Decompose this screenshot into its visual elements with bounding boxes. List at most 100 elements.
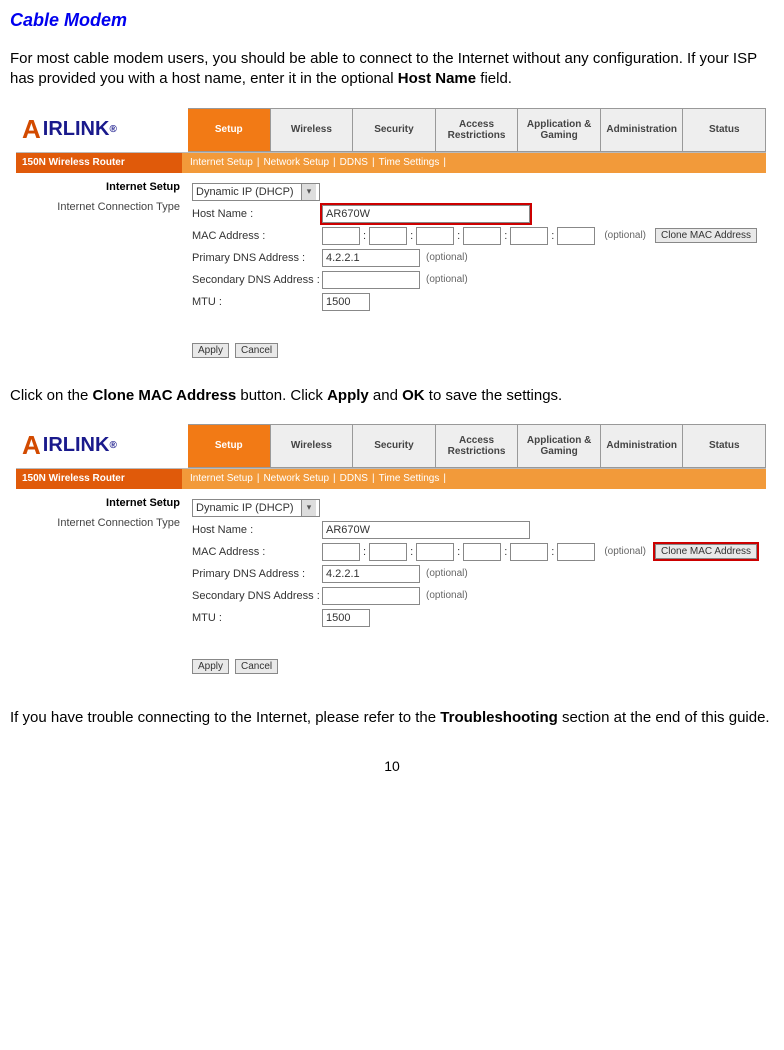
mid-3: and xyxy=(373,387,402,404)
row-mtu: MTU : 1500 xyxy=(192,291,762,313)
logo-reg-2: ® xyxy=(109,440,116,451)
clone-mac-button[interactable]: Clone MAC Address xyxy=(655,228,757,243)
mac2-3[interactable] xyxy=(416,543,454,561)
mac2-5[interactable] xyxy=(510,543,548,561)
tab-admin-2[interactable]: Administration xyxy=(600,425,683,467)
subnav-internet-2[interactable]: Internet Setup xyxy=(190,473,253,484)
logo: A IRLINK ® xyxy=(16,108,188,152)
tab-setup[interactable]: Setup xyxy=(188,109,270,151)
tab-access-2[interactable]: Access Restrictions xyxy=(435,425,518,467)
sdns-input-2[interactable] xyxy=(322,587,420,605)
subbar-title: 150N Wireless Router xyxy=(16,153,182,173)
mac-inputs-2: : : : : : (optional) Clone MAC Address xyxy=(322,543,757,561)
conn-type-select[interactable]: Dynamic IP (DHCP) ▾ xyxy=(192,183,320,201)
pdns-input[interactable]: 4.2.2.1 xyxy=(322,249,420,267)
mac-1[interactable] xyxy=(322,227,360,245)
mtu-input[interactable]: 1500 xyxy=(322,293,370,311)
form-area: Internet Setup Internet Connection Type … xyxy=(16,173,766,364)
tab-security-2[interactable]: Security xyxy=(352,425,435,467)
subnav-ddns[interactable]: DDNS xyxy=(340,157,368,168)
mid-bold-apply: Apply xyxy=(327,387,369,404)
tab-app-2[interactable]: Application & Gaming xyxy=(517,425,600,467)
page-number: 10 xyxy=(10,758,774,774)
mac-6[interactable] xyxy=(557,227,595,245)
form-buttons-2: Apply Cancel xyxy=(192,659,762,674)
mtu-input-2[interactable]: 1500 xyxy=(322,609,370,627)
row-sdns: Secondary DNS Address : (optional) xyxy=(192,269,762,291)
sub-nav-2: 150N Wireless Router Internet Setup| Net… xyxy=(16,469,766,489)
row-mac-2: MAC Address : : : : : : (optional) Clone… xyxy=(192,541,762,563)
mac2-6[interactable] xyxy=(557,543,595,561)
mac-2[interactable] xyxy=(369,227,407,245)
row-sdns-2: Secondary DNS Address : (optional) xyxy=(192,585,762,607)
mid-bold-clone: Clone MAC Address xyxy=(93,387,237,404)
tab-status-2[interactable]: Status xyxy=(682,425,765,467)
cancel-button[interactable]: Cancel xyxy=(235,343,278,358)
logo-accent-2: A xyxy=(22,430,41,461)
row-mtu-2: MTU : 1500 xyxy=(192,607,762,629)
tab-wireless-2[interactable]: Wireless xyxy=(270,425,353,467)
mac2-4[interactable] xyxy=(463,543,501,561)
hostname-input-2[interactable]: AR670W xyxy=(322,521,530,539)
mac-optional: (optional) xyxy=(604,230,646,241)
subnav-internet-setup[interactable]: Internet Setup xyxy=(190,157,253,168)
tab-status[interactable]: Status xyxy=(682,109,765,151)
mac2-2[interactable] xyxy=(369,543,407,561)
mac2-1[interactable] xyxy=(322,543,360,561)
clone-mac-button-2[interactable]: Clone MAC Address xyxy=(655,544,757,559)
logo-accent: A xyxy=(22,114,41,145)
pdns-optional-2: (optional) xyxy=(426,568,468,579)
hostname-input[interactable]: AR670W xyxy=(322,205,530,223)
label-mtu: MTU : xyxy=(192,296,322,308)
section-title: Cable Modem xyxy=(10,10,774,31)
tab-administration[interactable]: Administration xyxy=(600,109,683,151)
label-hostname-2: Host Name : xyxy=(192,524,322,536)
mac-3[interactable] xyxy=(416,227,454,245)
pdns-input-2[interactable]: 4.2.2.1 xyxy=(322,565,420,583)
label-mac: MAC Address : xyxy=(192,230,322,242)
subnav-time-2[interactable]: Time Settings xyxy=(379,473,440,484)
logo-text: IRLINK xyxy=(43,118,110,141)
mid-2: button. Click xyxy=(240,387,327,404)
router-screenshot-1: A IRLINK ® Setup Wireless Security Acces… xyxy=(16,108,766,364)
cancel-button-2[interactable]: Cancel xyxy=(235,659,278,674)
subnav-network-setup[interactable]: Network Setup xyxy=(263,157,329,168)
mid-4: to save the settings. xyxy=(429,387,562,404)
sub-nav: 150N Wireless Router Internet Setup| Net… xyxy=(16,153,766,173)
tab-setup-2[interactable]: Setup xyxy=(188,425,270,467)
apply-button-2[interactable]: Apply xyxy=(192,659,229,674)
sdns-input[interactable] xyxy=(322,271,420,289)
subnav-ddns-2[interactable]: DDNS xyxy=(340,473,368,484)
row-conn-type-2: Dynamic IP (DHCP) ▾ xyxy=(192,497,762,519)
label-pdns-2: Primary DNS Address : xyxy=(192,568,322,580)
apply-button[interactable]: Apply xyxy=(192,343,229,358)
row-mac: MAC Address : : : : : : (optional) Clone… xyxy=(192,225,762,247)
row-hostname-2: Host Name : AR670W xyxy=(192,519,762,541)
tab-access-restrictions[interactable]: Access Restrictions xyxy=(435,109,518,151)
side-heading: Internet Setup xyxy=(20,181,180,193)
intro-paragraph: For most cable modem users, you should b… xyxy=(10,49,774,90)
row-conn-type: Dynamic IP (DHCP) ▾ xyxy=(192,181,762,203)
mac-4[interactable] xyxy=(463,227,501,245)
conn-type-value: Dynamic IP (DHCP) xyxy=(196,186,294,198)
intro-bold-hostname: Host Name xyxy=(398,70,476,87)
row-hostname: Host Name : AR670W xyxy=(192,203,762,225)
side-column: Internet Setup Internet Connection Type xyxy=(20,181,192,358)
subbar-items-2: Internet Setup| Network Setup| DDNS| Tim… xyxy=(182,469,766,489)
subnav-time[interactable]: Time Settings xyxy=(379,157,440,168)
label-pdns: Primary DNS Address : xyxy=(192,252,322,264)
subnav-network-2[interactable]: Network Setup xyxy=(263,473,329,484)
foot-1: If you have trouble connecting to the In… xyxy=(10,709,440,726)
tab-security[interactable]: Security xyxy=(352,109,435,151)
foot-bold-troubleshooting: Troubleshooting xyxy=(440,709,558,726)
tab-app-gaming[interactable]: Application & Gaming xyxy=(517,109,600,151)
label-hostname: Host Name : xyxy=(192,208,322,220)
intro-text-2: field. xyxy=(480,70,512,87)
label-sdns-2: Secondary DNS Address : xyxy=(192,590,322,602)
side-column-2: Internet Setup Internet Connection Type xyxy=(20,497,192,674)
tab-wireless[interactable]: Wireless xyxy=(270,109,353,151)
mac-5[interactable] xyxy=(510,227,548,245)
logo-2: A IRLINK ® xyxy=(16,424,188,468)
conn-type-select-2[interactable]: Dynamic IP (DHCP) ▾ xyxy=(192,499,320,517)
foot-2: section at the end of this guide. xyxy=(562,709,770,726)
